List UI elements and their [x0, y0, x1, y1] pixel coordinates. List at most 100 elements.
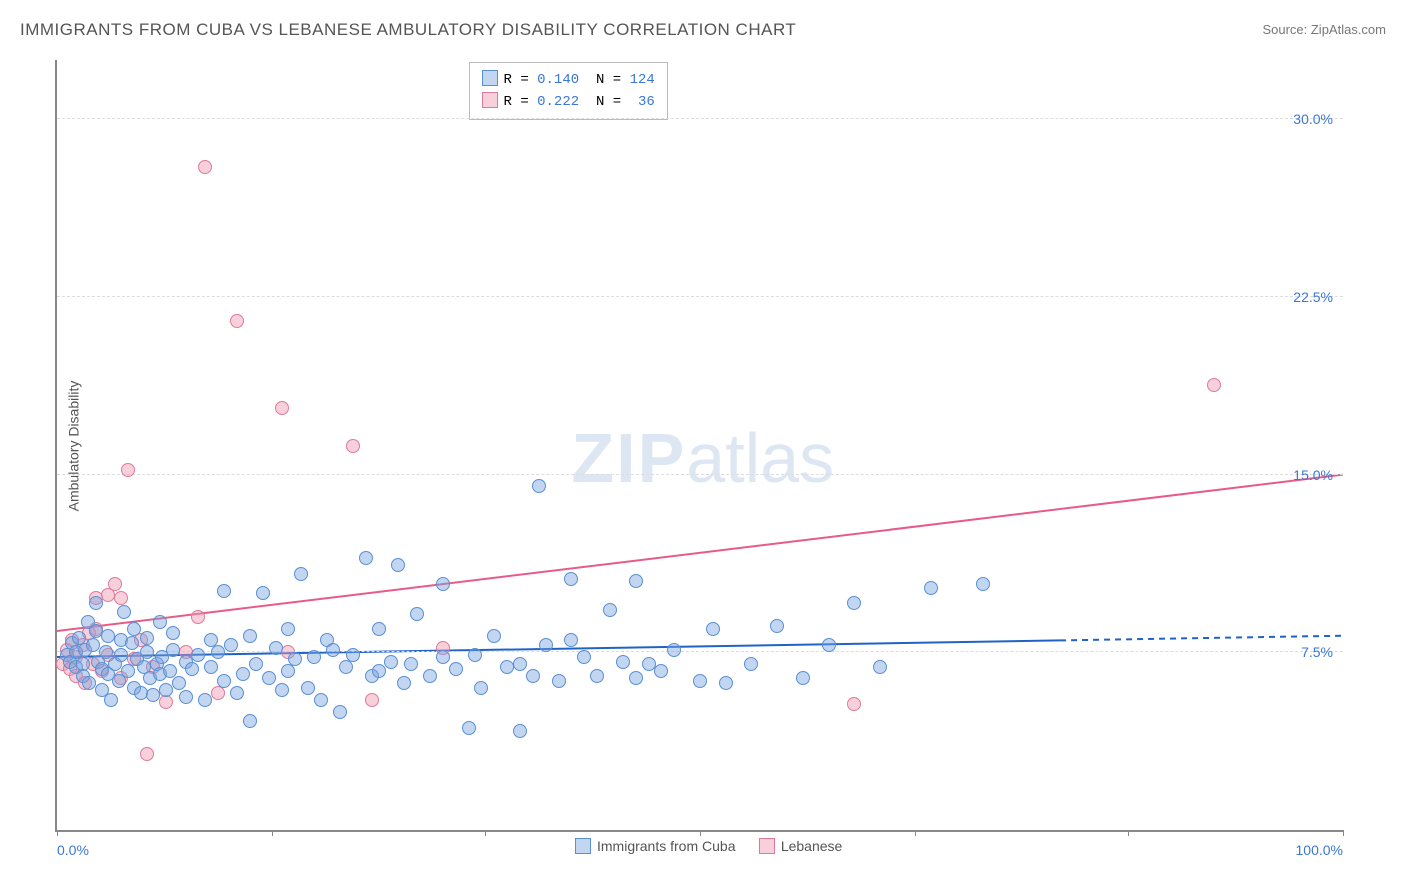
data-point — [346, 439, 360, 453]
data-point — [314, 693, 328, 707]
plot-area: ZIPatlas R = 0.140 N = 124 R = 0.222 N =… — [55, 60, 1343, 832]
data-point — [513, 724, 527, 738]
data-point — [449, 662, 463, 676]
gridline — [57, 651, 1343, 652]
data-point — [159, 683, 173, 697]
data-point — [532, 479, 546, 493]
data-point — [924, 581, 938, 595]
watermark: ZIPatlas — [571, 418, 834, 498]
data-point — [275, 401, 289, 415]
data-point — [191, 648, 205, 662]
data-point — [191, 610, 205, 624]
data-point — [326, 643, 340, 657]
data-point — [117, 605, 131, 619]
x-tick-mark — [485, 830, 486, 836]
data-point — [224, 638, 238, 652]
data-point — [603, 603, 617, 617]
data-point — [243, 714, 257, 728]
y-tick-label: 30.0% — [1293, 111, 1333, 127]
data-point — [474, 681, 488, 695]
data-point — [744, 657, 758, 671]
data-point — [269, 641, 283, 655]
x-tick-mark — [915, 830, 916, 836]
data-point — [243, 629, 257, 643]
correlation-legend: R = 0.140 N = 124 R = 0.222 N = 36 — [469, 62, 668, 120]
data-point — [140, 747, 154, 761]
data-point — [114, 591, 128, 605]
watermark-rest: atlas — [686, 419, 834, 497]
legend-label-a: Immigrants from Cuba — [597, 838, 735, 854]
data-point — [307, 650, 321, 664]
data-point — [391, 558, 405, 572]
data-point — [719, 676, 733, 690]
data-point — [564, 572, 578, 586]
data-point — [365, 693, 379, 707]
x-tick-mark — [57, 830, 58, 836]
data-point — [616, 655, 630, 669]
data-point — [436, 577, 450, 591]
data-point — [198, 160, 212, 174]
data-point — [359, 551, 373, 565]
legend-swatch-a-bottom — [575, 838, 591, 854]
data-point — [706, 622, 720, 636]
y-tick-label: 15.0% — [1293, 467, 1333, 483]
data-point — [217, 674, 231, 688]
data-point — [125, 636, 139, 650]
data-point — [256, 586, 270, 600]
data-point — [873, 660, 887, 674]
data-point — [204, 660, 218, 674]
data-point — [230, 314, 244, 328]
data-point — [275, 683, 289, 697]
data-point — [294, 567, 308, 581]
data-point — [513, 657, 527, 671]
data-point — [642, 657, 656, 671]
data-point — [577, 650, 591, 664]
y-tick-label: 7.5% — [1301, 644, 1333, 660]
data-point — [89, 596, 103, 610]
x-tick-label: 0.0% — [57, 842, 89, 858]
data-point — [140, 645, 154, 659]
legend-swatch-a — [482, 70, 498, 86]
data-point — [847, 697, 861, 711]
data-point — [236, 667, 250, 681]
data-point — [140, 631, 154, 645]
data-point — [693, 674, 707, 688]
data-point — [629, 671, 643, 685]
data-point — [654, 664, 668, 678]
gridline — [57, 296, 1343, 297]
data-point — [564, 633, 578, 647]
data-point — [121, 463, 135, 477]
data-point — [397, 676, 411, 690]
data-point — [770, 619, 784, 633]
data-point — [121, 664, 135, 678]
data-point — [629, 574, 643, 588]
data-point — [539, 638, 553, 652]
data-point — [590, 669, 604, 683]
data-point — [288, 652, 302, 666]
data-point — [179, 690, 193, 704]
data-point — [185, 662, 199, 676]
legend-swatch-b-bottom — [759, 838, 775, 854]
x-tick-mark — [1128, 830, 1129, 836]
data-point — [198, 693, 212, 707]
legend-swatch-b — [482, 92, 498, 108]
data-point — [423, 669, 437, 683]
data-point — [211, 645, 225, 659]
legend-row-a: R = 0.140 N = 124 — [482, 69, 655, 91]
x-tick-mark — [272, 830, 273, 836]
data-point — [108, 577, 122, 591]
data-point — [462, 721, 476, 735]
x-tick-mark — [700, 830, 701, 836]
data-point — [410, 607, 424, 621]
r-value-b: 0.222 — [537, 94, 579, 110]
data-point — [262, 671, 276, 685]
data-point — [468, 648, 482, 662]
data-point — [249, 657, 263, 671]
data-point — [166, 626, 180, 640]
data-point — [526, 669, 540, 683]
data-point — [822, 638, 836, 652]
series-legend: Immigrants from Cuba Lebanese — [575, 838, 842, 854]
n-value-b — [630, 94, 638, 110]
data-point — [667, 643, 681, 657]
source-name: ZipAtlas.com — [1311, 22, 1386, 37]
